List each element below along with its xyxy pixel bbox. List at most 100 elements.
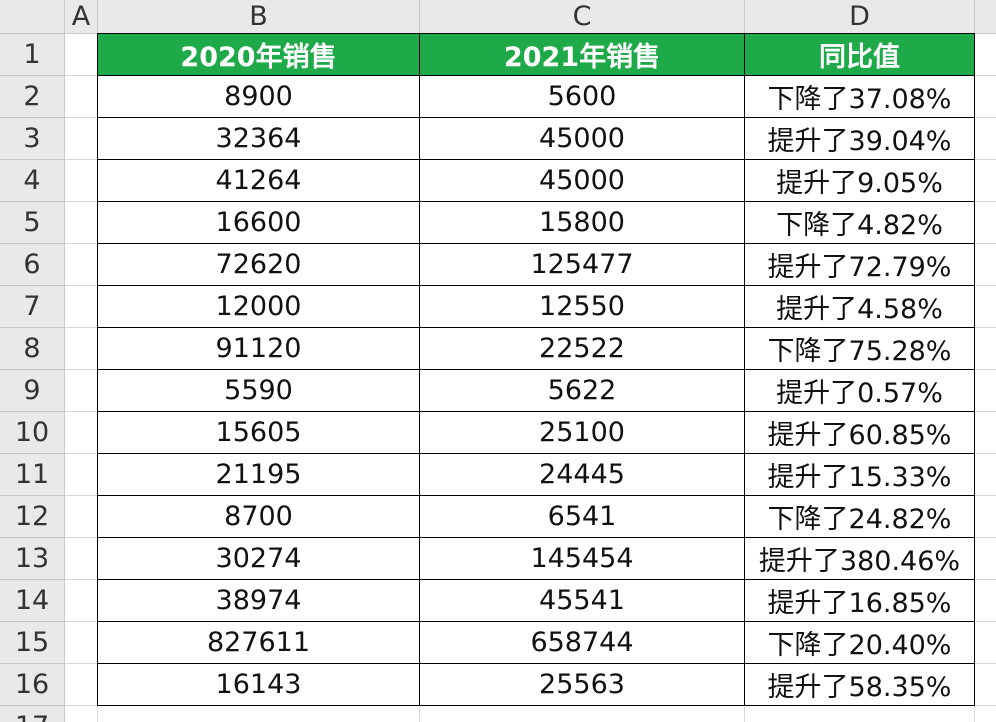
- table-cell[interactable]: 658744: [420, 622, 745, 664]
- cell[interactable]: [975, 370, 996, 412]
- row-header[interactable]: 1: [0, 34, 65, 76]
- row-header[interactable]: 17: [0, 706, 65, 722]
- table-cell[interactable]: 16143: [98, 664, 420, 706]
- table-cell[interactable]: 6541: [420, 496, 745, 538]
- table-cell[interactable]: 提升了15.33%: [745, 454, 975, 496]
- row-header[interactable]: 5: [0, 202, 65, 244]
- table-cell[interactable]: 91120: [98, 328, 420, 370]
- table-cell[interactable]: 8900: [98, 76, 420, 118]
- table-cell[interactable]: 提升了0.57%: [745, 370, 975, 412]
- cell[interactable]: [975, 706, 996, 722]
- cell[interactable]: [65, 622, 98, 664]
- table-cell[interactable]: 25100: [420, 412, 745, 454]
- table-cell[interactable]: 72620: [98, 244, 420, 286]
- cell[interactable]: [65, 496, 98, 538]
- row-header[interactable]: 8: [0, 328, 65, 370]
- cell[interactable]: [98, 706, 420, 722]
- column-header[interactable]: C: [420, 0, 745, 34]
- row-header[interactable]: 12: [0, 496, 65, 538]
- table-cell[interactable]: 38974: [98, 580, 420, 622]
- table-cell[interactable]: 提升了9.05%: [745, 160, 975, 202]
- cell[interactable]: [975, 76, 996, 118]
- cell[interactable]: [975, 580, 996, 622]
- row-header[interactable]: 16: [0, 664, 65, 706]
- table-cell[interactable]: 32364: [98, 118, 420, 160]
- table-cell[interactable]: 41264: [98, 160, 420, 202]
- table-cell[interactable]: 827611: [98, 622, 420, 664]
- table-cell[interactable]: 15800: [420, 202, 745, 244]
- column-header-blank[interactable]: [975, 0, 996, 34]
- table-cell[interactable]: 16600: [98, 202, 420, 244]
- column-header[interactable]: B: [98, 0, 420, 34]
- cell[interactable]: [65, 244, 98, 286]
- cell[interactable]: [65, 706, 98, 722]
- row-header[interactable]: 10: [0, 412, 65, 454]
- corner[interactable]: [0, 0, 65, 34]
- table-cell[interactable]: 提升了72.79%: [745, 244, 975, 286]
- column-header[interactable]: D: [745, 0, 975, 34]
- row-header[interactable]: 14: [0, 580, 65, 622]
- table-cell[interactable]: 下降了20.40%: [745, 622, 975, 664]
- table-cell[interactable]: 21195: [98, 454, 420, 496]
- row-header[interactable]: 15: [0, 622, 65, 664]
- cell[interactable]: [65, 454, 98, 496]
- table-cell[interactable]: 25563: [420, 664, 745, 706]
- cell[interactable]: [975, 664, 996, 706]
- table-header-cell[interactable]: 2020年销售: [98, 34, 420, 76]
- cell[interactable]: [65, 118, 98, 160]
- table-cell[interactable]: 5622: [420, 370, 745, 412]
- cell[interactable]: [65, 664, 98, 706]
- table-cell[interactable]: 45000: [420, 160, 745, 202]
- table-cell[interactable]: 下降了37.08%: [745, 76, 975, 118]
- cell[interactable]: [975, 454, 996, 496]
- cell[interactable]: [975, 538, 996, 580]
- table-cell[interactable]: 下降了75.28%: [745, 328, 975, 370]
- cell[interactable]: [65, 160, 98, 202]
- table-header-cell[interactable]: 同比值: [745, 34, 975, 76]
- cell[interactable]: [975, 328, 996, 370]
- cell[interactable]: [975, 202, 996, 244]
- table-cell[interactable]: 45541: [420, 580, 745, 622]
- table-cell[interactable]: 8700: [98, 496, 420, 538]
- table-cell[interactable]: 12550: [420, 286, 745, 328]
- cell[interactable]: [975, 412, 996, 454]
- table-cell[interactable]: 提升了39.04%: [745, 118, 975, 160]
- row-header[interactable]: 2: [0, 76, 65, 118]
- table-cell[interactable]: 45000: [420, 118, 745, 160]
- cell[interactable]: [65, 286, 98, 328]
- row-header[interactable]: 9: [0, 370, 65, 412]
- table-cell[interactable]: 24445: [420, 454, 745, 496]
- cell[interactable]: [65, 202, 98, 244]
- column-header[interactable]: A: [65, 0, 98, 34]
- table-cell[interactable]: 5600: [420, 76, 745, 118]
- table-cell[interactable]: 提升了58.35%: [745, 664, 975, 706]
- cell[interactable]: [65, 538, 98, 580]
- cell[interactable]: [65, 76, 98, 118]
- row-header[interactable]: 13: [0, 538, 65, 580]
- table-cell[interactable]: 145454: [420, 538, 745, 580]
- table-cell[interactable]: 12000: [98, 286, 420, 328]
- table-cell[interactable]: 30274: [98, 538, 420, 580]
- cell[interactable]: [975, 160, 996, 202]
- row-header[interactable]: 4: [0, 160, 65, 202]
- cell[interactable]: [65, 34, 98, 76]
- table-cell[interactable]: 提升了60.85%: [745, 412, 975, 454]
- cell[interactable]: [975, 34, 996, 76]
- cell[interactable]: [975, 244, 996, 286]
- row-header[interactable]: 3: [0, 118, 65, 160]
- table-cell[interactable]: 提升了16.85%: [745, 580, 975, 622]
- cell[interactable]: [65, 370, 98, 412]
- cell[interactable]: [65, 412, 98, 454]
- table-cell[interactable]: 15605: [98, 412, 420, 454]
- table-cell[interactable]: 125477: [420, 244, 745, 286]
- table-cell[interactable]: 提升了4.58%: [745, 286, 975, 328]
- table-cell[interactable]: 下降了4.82%: [745, 202, 975, 244]
- row-header[interactable]: 6: [0, 244, 65, 286]
- table-cell[interactable]: 22522: [420, 328, 745, 370]
- cell[interactable]: [745, 706, 975, 722]
- cell[interactable]: [65, 580, 98, 622]
- table-cell[interactable]: 5590: [98, 370, 420, 412]
- table-cell[interactable]: 提升了380.46%: [745, 538, 975, 580]
- row-header[interactable]: 11: [0, 454, 65, 496]
- cell[interactable]: [420, 706, 745, 722]
